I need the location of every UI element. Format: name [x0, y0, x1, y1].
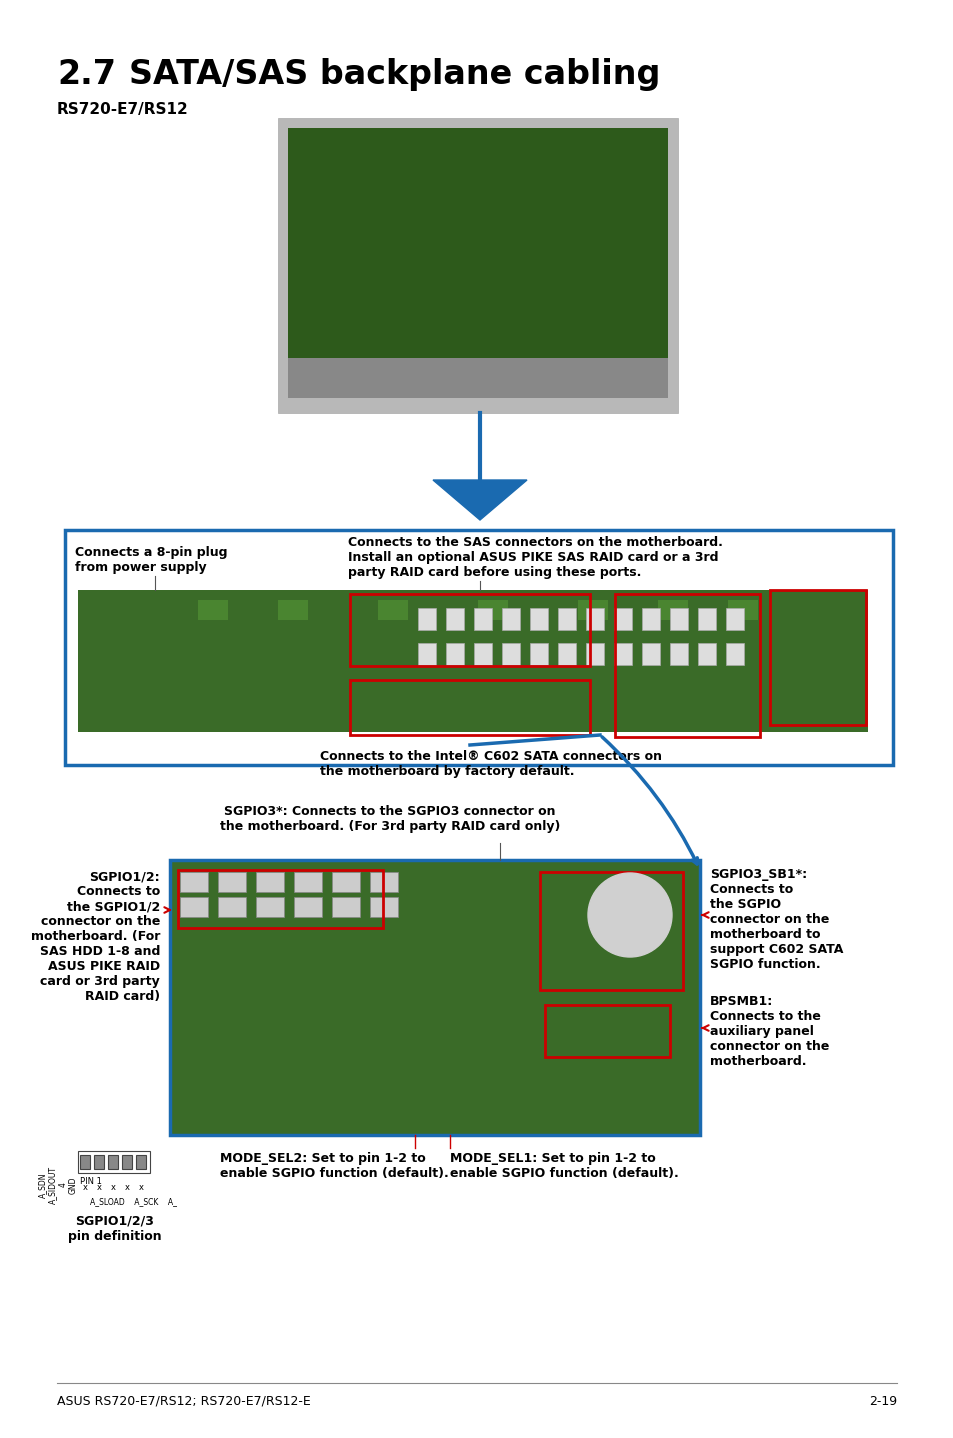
- Bar: [641, 643, 659, 664]
- Circle shape: [587, 873, 671, 958]
- Bar: [136, 1155, 146, 1169]
- Bar: [78, 590, 867, 732]
- Bar: [727, 600, 758, 620]
- Bar: [585, 643, 603, 664]
- Text: SGPIO1/2/3
pin definition: SGPIO1/2/3 pin definition: [68, 1215, 162, 1242]
- Text: RS720-E7/RS12: RS720-E7/RS12: [57, 102, 189, 116]
- Bar: [180, 871, 208, 892]
- Bar: [725, 608, 743, 630]
- Text: 2-19: 2-19: [868, 1395, 896, 1408]
- Bar: [669, 643, 687, 664]
- Bar: [277, 118, 678, 413]
- Text: 2.7: 2.7: [57, 58, 116, 91]
- Polygon shape: [433, 480, 526, 521]
- Bar: [350, 680, 589, 735]
- Bar: [288, 358, 667, 398]
- Bar: [446, 643, 463, 664]
- Text: ASUS RS720-E7/RS12; RS720-E7/RS12-E: ASUS RS720-E7/RS12; RS720-E7/RS12-E: [57, 1395, 311, 1408]
- Bar: [558, 643, 576, 664]
- Text: Connects a 8-pin plug
from power supply: Connects a 8-pin plug from power supply: [75, 546, 227, 574]
- Bar: [669, 608, 687, 630]
- Bar: [725, 643, 743, 664]
- Bar: [80, 1155, 90, 1169]
- Bar: [218, 897, 246, 917]
- Bar: [65, 531, 892, 765]
- Text: x: x: [96, 1183, 101, 1192]
- Bar: [108, 1155, 118, 1169]
- Text: x: x: [125, 1183, 130, 1192]
- Bar: [417, 643, 436, 664]
- Bar: [585, 608, 603, 630]
- Bar: [614, 643, 631, 664]
- Bar: [615, 594, 760, 738]
- Bar: [501, 608, 519, 630]
- Bar: [170, 860, 700, 1135]
- Bar: [370, 897, 397, 917]
- Bar: [332, 871, 359, 892]
- Bar: [288, 128, 667, 362]
- Text: x: x: [138, 1183, 143, 1192]
- Bar: [769, 590, 865, 725]
- Bar: [477, 600, 507, 620]
- Bar: [530, 643, 547, 664]
- Bar: [78, 1150, 150, 1173]
- Text: x: x: [82, 1183, 88, 1192]
- Bar: [294, 897, 322, 917]
- Bar: [218, 871, 246, 892]
- Bar: [446, 608, 463, 630]
- Bar: [698, 643, 716, 664]
- Text: MODE_SEL2: Set to pin 1-2 to
enable SGPIO function (default).: MODE_SEL2: Set to pin 1-2 to enable SGPI…: [220, 1152, 448, 1181]
- Text: A_SLOAD    A_SCK    A_: A_SLOAD A_SCK A_: [90, 1196, 177, 1206]
- Bar: [178, 870, 382, 928]
- Bar: [332, 897, 359, 917]
- Bar: [255, 871, 284, 892]
- Bar: [544, 1005, 669, 1057]
- Text: Connects to the SAS connectors on the motherboard.
Install an optional ASUS PIKE: Connects to the SAS connectors on the mo…: [348, 536, 722, 580]
- Bar: [350, 594, 589, 666]
- Text: x: x: [111, 1183, 115, 1192]
- Bar: [530, 608, 547, 630]
- Bar: [501, 643, 519, 664]
- Bar: [122, 1155, 132, 1169]
- Bar: [180, 897, 208, 917]
- Text: PIN 1: PIN 1: [80, 1176, 102, 1186]
- Text: SATA/SAS backplane cabling: SATA/SAS backplane cabling: [129, 58, 659, 91]
- Bar: [698, 608, 716, 630]
- Text: SGPIO3*: Connects to the SGPIO3 connector on
the motherboard. (For 3rd party RAI: SGPIO3*: Connects to the SGPIO3 connecto…: [219, 805, 559, 833]
- Bar: [578, 600, 607, 620]
- Bar: [94, 1155, 104, 1169]
- Bar: [417, 608, 436, 630]
- Bar: [377, 600, 408, 620]
- Bar: [539, 871, 682, 989]
- Bar: [474, 608, 492, 630]
- Bar: [558, 608, 576, 630]
- Bar: [255, 897, 284, 917]
- Bar: [370, 871, 397, 892]
- Bar: [198, 600, 228, 620]
- Text: SGPIO3_SB1*:
Connects to
the SGPIO
connector on the
motherboard to
support C602 : SGPIO3_SB1*: Connects to the SGPIO conne…: [709, 869, 842, 971]
- Bar: [294, 871, 322, 892]
- Bar: [658, 600, 687, 620]
- Bar: [474, 643, 492, 664]
- Bar: [277, 600, 308, 620]
- Text: A_SDN
A_SIDOUT
4
GND: A_SDN A_SIDOUT 4 GND: [38, 1166, 78, 1204]
- Text: MODE_SEL1: Set to pin 1-2 to
enable SGPIO function (default).: MODE_SEL1: Set to pin 1-2 to enable SGPI…: [450, 1152, 678, 1181]
- Bar: [641, 608, 659, 630]
- Text: SGPIO1/2:
Connects to
the SGPIO1/2
connector on the
motherboard. (For
SAS HDD 1-: SGPIO1/2: Connects to the SGPIO1/2 conne…: [30, 870, 160, 1002]
- Text: BPSMB1:
Connects to the
auxiliary panel
connector on the
motherboard.: BPSMB1: Connects to the auxiliary panel …: [709, 995, 828, 1068]
- Text: Connects to the Intel® C602 SATA connectors on
the motherboard by factory defaul: Connects to the Intel® C602 SATA connect…: [319, 751, 661, 778]
- Bar: [614, 608, 631, 630]
